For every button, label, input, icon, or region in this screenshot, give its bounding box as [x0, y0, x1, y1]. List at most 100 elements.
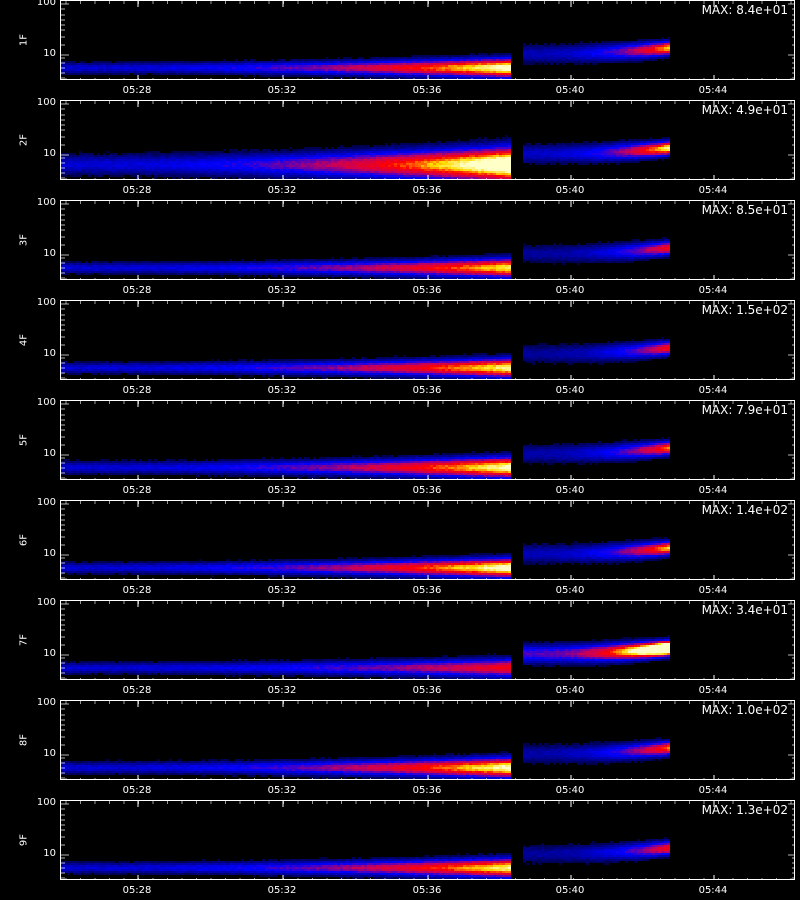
- heatmap-cell: [145, 159, 148, 161]
- heatmap-cell: [370, 167, 373, 169]
- heatmap-cell: [85, 163, 88, 165]
- heatmap-cell: [199, 159, 202, 161]
- heatmap-cell: [100, 61, 103, 63]
- heatmap-cell: [139, 153, 142, 155]
- heatmap-cell: [250, 67, 253, 69]
- heatmap-cell: [469, 169, 472, 171]
- heatmap-cell: [250, 165, 253, 167]
- heatmap-cell: [487, 177, 490, 179]
- heatmap-cell: [205, 65, 208, 67]
- heatmap-cell: [472, 65, 475, 67]
- heatmap-cell: [232, 73, 235, 75]
- heatmap-cell: [67, 169, 70, 171]
- heatmap-cell: [478, 167, 481, 169]
- heatmap-cell: [469, 141, 472, 143]
- heatmap-cell: [244, 61, 247, 63]
- heatmap-cell: [430, 57, 433, 59]
- heatmap-cell: [250, 177, 253, 179]
- heatmap-cell: [583, 47, 586, 49]
- heatmap-cell: [568, 147, 571, 149]
- heatmap-cell: [304, 171, 307, 173]
- heatmap-cell: [244, 171, 247, 173]
- heatmap-cell: [466, 171, 469, 173]
- heatmap-cell: [463, 167, 466, 169]
- heatmap-cell: [502, 61, 505, 63]
- heatmap-cell: [418, 155, 421, 157]
- heatmap-cell: [544, 49, 547, 51]
- heatmap-cell: [649, 153, 652, 155]
- heatmap-cell: [562, 147, 565, 149]
- heatmap-cell: [649, 145, 652, 147]
- heatmap-cell: [625, 149, 628, 151]
- y-tick-label: 10: [43, 48, 56, 59]
- heatmap-cell: [595, 63, 598, 65]
- heatmap-cell: [319, 67, 322, 69]
- heatmap-cell: [640, 159, 643, 161]
- heatmap-cell: [448, 173, 451, 175]
- heatmap-cell: [418, 61, 421, 63]
- heatmap-cell: [211, 161, 214, 163]
- heatmap-cell: [385, 73, 388, 75]
- heatmap-cell: [415, 167, 418, 169]
- heatmap-cell: [430, 55, 433, 57]
- heatmap-cell: [160, 169, 163, 171]
- heatmap-cell: [550, 151, 553, 153]
- heatmap-cell: [319, 65, 322, 67]
- heatmap-cell: [298, 73, 301, 75]
- heatmap-cell: [64, 159, 67, 161]
- heatmap-cell: [415, 153, 418, 155]
- heatmap-cell: [460, 157, 463, 159]
- heatmap-cell: [88, 167, 91, 169]
- heatmap-cell: [586, 143, 589, 145]
- x-tick-label: 05:28: [122, 85, 152, 96]
- heatmap-cell: [88, 171, 91, 173]
- heatmap-cell: [274, 171, 277, 173]
- heatmap-cell: [211, 173, 214, 175]
- heatmap-cell: [121, 61, 124, 63]
- heatmap-cell: [439, 155, 442, 157]
- heatmap-cell: [283, 171, 286, 173]
- heatmap-cell: [190, 169, 193, 171]
- heatmap-cell: [412, 73, 415, 75]
- heatmap-cell: [541, 151, 544, 153]
- heatmap-cell: [616, 157, 619, 159]
- heatmap-cell: [622, 141, 625, 143]
- heatmap-cell: [265, 171, 268, 173]
- heatmap-cell: [319, 161, 322, 163]
- heatmap-cell: [253, 67, 256, 69]
- heatmap-cell: [349, 61, 352, 63]
- heatmap-cell: [307, 149, 310, 151]
- heatmap-cell: [655, 141, 658, 143]
- heatmap-cell: [439, 153, 442, 155]
- heatmap-cell: [250, 69, 253, 71]
- heatmap-cell: [172, 161, 175, 163]
- heatmap-cell: [550, 53, 553, 55]
- heatmap-cell: [280, 67, 283, 69]
- heatmap-cell: [634, 151, 637, 153]
- heatmap-cell: [394, 165, 397, 167]
- heatmap-cell: [496, 139, 499, 141]
- heatmap-cell: [316, 71, 319, 73]
- heatmap-cell: [157, 61, 160, 63]
- heatmap-cell: [466, 157, 469, 159]
- heatmap-cell: [565, 61, 568, 63]
- heatmap-cell: [442, 71, 445, 73]
- heatmap-cell: [562, 155, 565, 157]
- heatmap-cell: [163, 63, 166, 65]
- heatmap-cell: [565, 145, 568, 147]
- heatmap-cell: [199, 157, 202, 159]
- heatmap-cell: [337, 179, 340, 180]
- heatmap-cell: [61, 173, 64, 175]
- heatmap-cell: [397, 149, 400, 151]
- heatmap-cell: [610, 41, 613, 43]
- heatmap-cell: [70, 171, 73, 173]
- heatmap-cell: [436, 145, 439, 147]
- heatmap-cell: [415, 73, 418, 75]
- heatmap-cell: [133, 155, 136, 157]
- heatmap-cell: [334, 59, 337, 61]
- heatmap-cell: [508, 53, 511, 55]
- heatmap-cell: [424, 179, 427, 180]
- heatmap-cell: [559, 151, 562, 153]
- heatmap-cell: [166, 153, 169, 155]
- heatmap-cell: [382, 151, 385, 153]
